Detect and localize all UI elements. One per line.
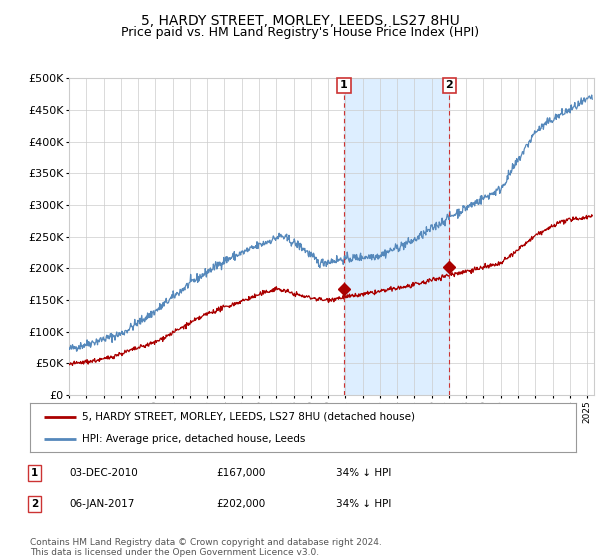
Text: 1: 1 [31,468,38,478]
Text: 1: 1 [340,80,348,90]
Text: Contains HM Land Registry data © Crown copyright and database right 2024.
This d: Contains HM Land Registry data © Crown c… [30,538,382,557]
Text: Price paid vs. HM Land Registry's House Price Index (HPI): Price paid vs. HM Land Registry's House … [121,26,479,39]
Text: HPI: Average price, detached house, Leeds: HPI: Average price, detached house, Leed… [82,434,305,444]
Bar [344,78,449,395]
Text: 34% ↓ HPI: 34% ↓ HPI [336,468,391,478]
Text: 2: 2 [446,80,454,90]
Text: £167,000: £167,000 [216,468,265,478]
Text: 06-JAN-2017: 06-JAN-2017 [69,499,134,509]
Text: 34% ↓ HPI: 34% ↓ HPI [336,499,391,509]
Text: 2: 2 [31,499,38,509]
Text: £202,000: £202,000 [216,499,265,509]
Text: 03-DEC-2010: 03-DEC-2010 [69,468,138,478]
Text: 5, HARDY STREET, MORLEY, LEEDS, LS27 8HU (detached house): 5, HARDY STREET, MORLEY, LEEDS, LS27 8HU… [82,412,415,422]
Text: 5, HARDY STREET, MORLEY, LEEDS, LS27 8HU: 5, HARDY STREET, MORLEY, LEEDS, LS27 8HU [140,14,460,28]
